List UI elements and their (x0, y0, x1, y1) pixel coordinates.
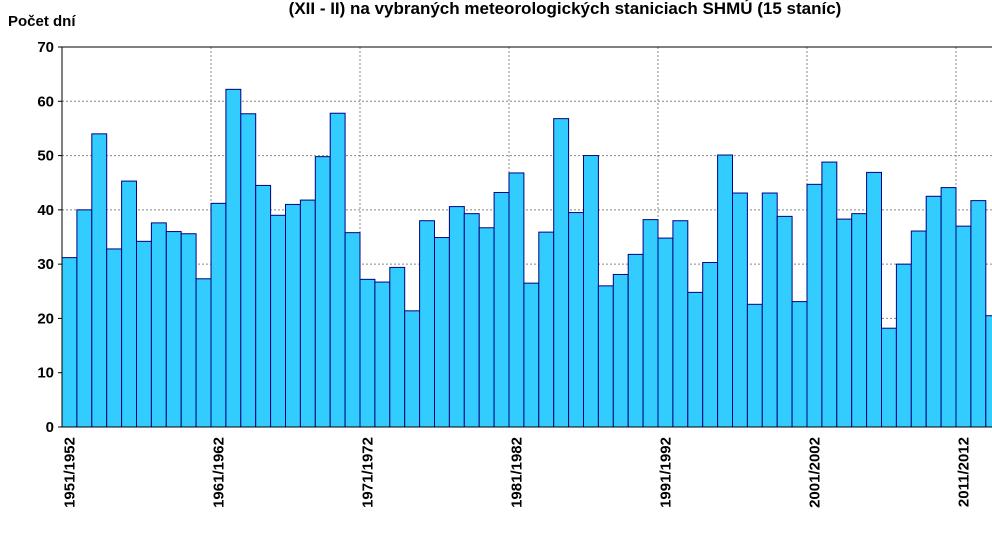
y-tick-label: 30 (37, 256, 54, 273)
bar (806, 183, 823, 428)
bar (851, 213, 868, 428)
bar (136, 240, 152, 428)
bar (270, 214, 287, 428)
bar (195, 278, 212, 428)
y-tick-label: 50 (37, 148, 54, 165)
y-axis-label: Počet dní (8, 13, 76, 30)
bar (314, 156, 331, 428)
bar (478, 227, 495, 428)
bar (866, 171, 882, 428)
bar (940, 187, 957, 428)
bar (821, 161, 838, 428)
bar (285, 203, 301, 428)
bar (881, 327, 897, 428)
bar (583, 155, 599, 428)
bar (180, 233, 197, 428)
y-tick-label: 70 (37, 39, 54, 56)
bar (329, 112, 346, 428)
bar (717, 154, 733, 428)
bar (508, 172, 525, 428)
bar (791, 301, 808, 428)
bar (240, 113, 257, 428)
bar (955, 225, 972, 428)
bar (732, 192, 748, 428)
bar (672, 220, 689, 428)
bar (150, 222, 167, 428)
bar (389, 266, 406, 428)
x-tick-label: 1961/1962 (210, 437, 227, 508)
bar (210, 202, 227, 428)
bar (538, 231, 555, 428)
bar (434, 237, 450, 428)
x-tick-label: 1991/1992 (657, 437, 674, 508)
x-tick-label: 1971/1972 (359, 437, 376, 508)
x-tick-label: 2001/2002 (806, 437, 823, 508)
bar (359, 278, 376, 428)
bar (612, 273, 629, 428)
bar (910, 230, 927, 428)
bar (91, 133, 108, 428)
bar (419, 220, 436, 428)
bar (404, 310, 421, 428)
y-tick-label: 60 (37, 93, 54, 110)
bar (374, 281, 391, 428)
y-tick-label: 20 (37, 310, 54, 327)
bar (448, 206, 465, 428)
bar (687, 291, 704, 428)
bar (493, 191, 510, 428)
y-tick-label: 10 (37, 365, 54, 382)
y-tick-label: 0 (46, 419, 54, 436)
bar (776, 215, 793, 428)
bar (344, 232, 361, 428)
bar (76, 209, 93, 428)
bar (463, 213, 480, 428)
bar (61, 257, 78, 428)
bar (836, 218, 853, 428)
x-tick-label: 1951/1952 (61, 437, 78, 508)
bar (642, 219, 659, 428)
bar (553, 118, 570, 428)
bar (299, 199, 316, 428)
bar (106, 248, 123, 428)
bar (523, 282, 540, 428)
bar (761, 192, 778, 428)
bar (970, 200, 987, 428)
x-tick-label: 1981/1982 (508, 437, 525, 508)
bar (985, 315, 992, 428)
y-tick-label: 40 (37, 202, 54, 219)
bar (255, 184, 272, 428)
bar (627, 253, 644, 428)
bar (568, 212, 584, 428)
bar (165, 231, 182, 428)
bar (746, 303, 763, 428)
bar (925, 195, 942, 428)
chart-title: (XII - II) na vybraných meteorologických… (289, 0, 842, 18)
bar (895, 263, 912, 428)
bar (121, 180, 137, 428)
bar (657, 237, 674, 428)
bar (702, 262, 719, 428)
x-tick-label: 2011/2012 (955, 437, 972, 507)
bar (597, 285, 614, 428)
bar (225, 88, 242, 428)
